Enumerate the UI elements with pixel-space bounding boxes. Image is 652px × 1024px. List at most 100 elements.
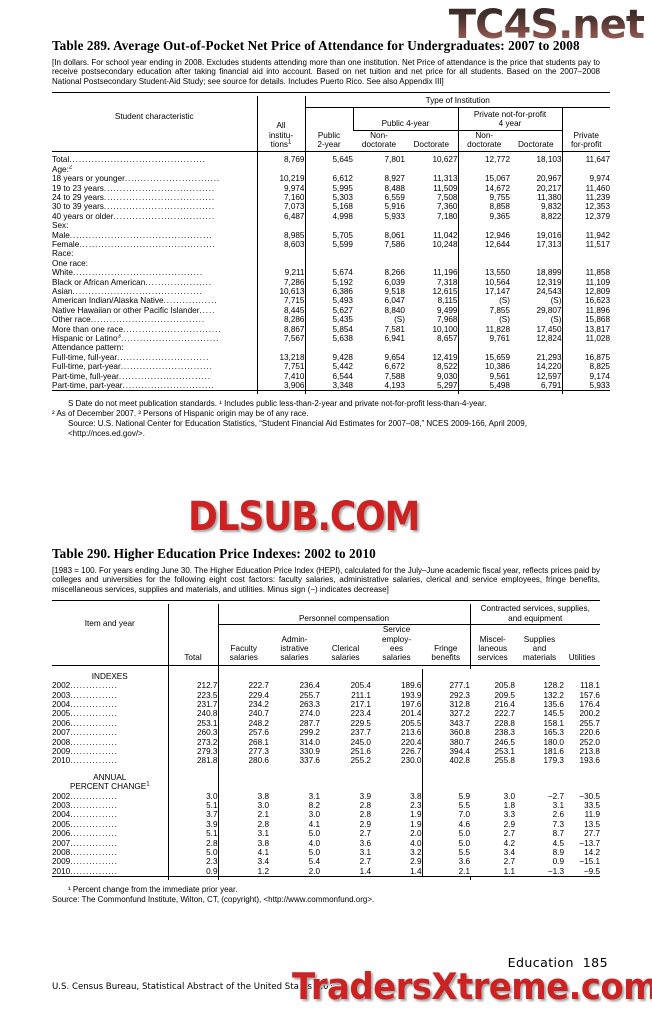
table-cell: 27.7 (584, 829, 600, 839)
table-row: One race: (52, 258, 610, 269)
th-clerical-salaries: Clerical salaries (331, 643, 360, 663)
table-row: American Indian/Alaska Native...........… (52, 296, 610, 306)
table-cell: 6,047 (384, 296, 406, 306)
table-cell: 8,867 (256, 324, 305, 335)
table-cell: 16,875 (561, 352, 610, 363)
leader-dots: .............................. (124, 174, 221, 184)
table-cell: 6,487 (256, 211, 305, 222)
row-label: 19 to 23 years..........................… (52, 184, 257, 193)
table-cell: 10,564 (457, 277, 510, 287)
table-290-footnotes: ¹ Percent change from the immediate prio… (52, 885, 600, 905)
row-label: 2006............... (52, 829, 168, 838)
leader-dots: ............... (70, 801, 118, 810)
row-label: Full-time, part-year....................… (52, 362, 257, 371)
row-label-text: 2002 (52, 791, 71, 801)
table-cell: 197.6 (401, 699, 422, 709)
table-cell: 1.9 (410, 810, 422, 820)
table-row: 2003............... 5.1 3.0 8.2 2.8 2.3 5.5 1.8… (52, 801, 600, 811)
table-cell: 5,192 (304, 277, 353, 287)
empty-cell (256, 343, 305, 353)
table-cell: 33.5 (584, 801, 600, 810)
row-label-text: 2010 (52, 866, 71, 876)
table-cell: 20,217 (536, 183, 562, 193)
table-cell: 6,941 (384, 334, 406, 344)
table-290-header: Item and year Total Personnel compensati… (52, 600, 600, 669)
empty-cell (405, 249, 458, 258)
table-cell: 19,016 (536, 230, 562, 240)
table-cell: 5.9 (421, 791, 470, 801)
table-cell: 257.6 (217, 728, 269, 738)
table-cell: 14,220 (536, 362, 562, 372)
table-cell: 2.0 (410, 829, 422, 839)
empty-cell (561, 164, 610, 175)
table-cell: 3.1 (308, 791, 320, 801)
row-label-text: Full-time, part-year (52, 362, 121, 372)
table-row: 2009............... 2.3 3.4 5.4 2.7 2.9 3.6 2.7… (52, 857, 600, 867)
table-290-source: Source: The Commonfund Institute, Wilton… (52, 895, 375, 905)
table-cell: 337.6 (299, 756, 321, 766)
table-cell: 20,967 (536, 174, 562, 184)
table-cell: 3.0 (167, 791, 218, 801)
table-cell: 5.4 (308, 857, 320, 867)
th-faculty-salaries: Faculty salaries (217, 624, 269, 666)
table-cell: 255.7 (299, 690, 321, 700)
row-label-text: 2002 (52, 681, 71, 691)
table-cell: 165.3 (543, 728, 565, 738)
empty-cell (304, 258, 353, 269)
row-label: 2009............... (52, 747, 168, 756)
empty-cell (457, 164, 510, 175)
table-cell: 5,933 (384, 211, 406, 221)
leader-dots: ........................................… (72, 268, 204, 278)
table-cell: 5,933 (561, 381, 610, 391)
leader-dots: ............... (70, 838, 118, 848)
leader-dots: ............... (70, 857, 118, 867)
table-cell: 5,916 (384, 202, 406, 212)
row-label-text: White (52, 268, 73, 278)
table-cell: 263.3 (299, 699, 321, 709)
leader-dots: ........................................… (72, 287, 203, 296)
table-cell: 234.2 (217, 699, 269, 710)
table-cell: 9,832 (541, 202, 562, 212)
leader-dots: ..... (199, 305, 216, 315)
leader-dots: ............... (70, 746, 118, 756)
table-cell: 2.1 (421, 866, 470, 877)
table-cell: 5,435 (304, 315, 353, 325)
table-cell: 12,379 (561, 211, 610, 222)
row-label: 2005............... (52, 709, 168, 718)
table-cell: 9,428 (304, 352, 353, 363)
row-label-text: Hispanic or Latino (52, 334, 118, 344)
table-cell: 246.5 (494, 737, 516, 747)
table-cell: 12,353 (561, 202, 610, 212)
table-cell: −1.3 (547, 866, 564, 876)
table-row: Asian...................................… (52, 287, 610, 297)
table-cell: 15,659 (457, 352, 510, 363)
table-cell: 11,858 (561, 268, 610, 278)
table-cell: 205.4 (350, 681, 372, 691)
table-cell: 228.8 (494, 718, 516, 728)
table-290-title: Table 290. Higher Education Price Indexe… (52, 546, 376, 561)
row-label: 2004............... (52, 700, 168, 709)
row-label: Sex: (52, 221, 257, 230)
table-cell: 314.0 (299, 737, 321, 747)
empty-cell (304, 249, 353, 259)
table-row: 2002............... 3.0 3.8 3.1 3.9 3.8 5.9 3.0… (52, 791, 600, 801)
empty-cell (405, 259, 458, 268)
table-cell: 11,109 (561, 277, 610, 287)
table-cell: 3.0 (503, 791, 515, 801)
page-section-name: Education (507, 955, 574, 970)
table-cell: 5,168 (304, 202, 353, 212)
table-cell: −30.5 (579, 791, 600, 801)
table-row: 2010............... 0.9 1.2 2.0 1.4 1.4 2.1 1.1… (52, 866, 600, 877)
table-cell: 236.4 (299, 681, 321, 691)
row-label: Native Hawaiian or other Pacific Islande… (52, 306, 257, 315)
table-cell: 4.0 (410, 838, 422, 848)
table-cell: 6,544 (304, 371, 353, 382)
table-cell: 229.4 (217, 690, 269, 700)
table-cell: 8.9 (552, 848, 564, 858)
th-student-characteristic: Student characteristic (114, 112, 194, 122)
table-cell: 212.7 (167, 681, 218, 691)
table-cell: 13.5 (584, 819, 600, 829)
th-all-institutions-l1: All (276, 121, 286, 131)
row-label-text: 2004 (52, 699, 71, 709)
table-cell: 3.6 (359, 838, 371, 848)
